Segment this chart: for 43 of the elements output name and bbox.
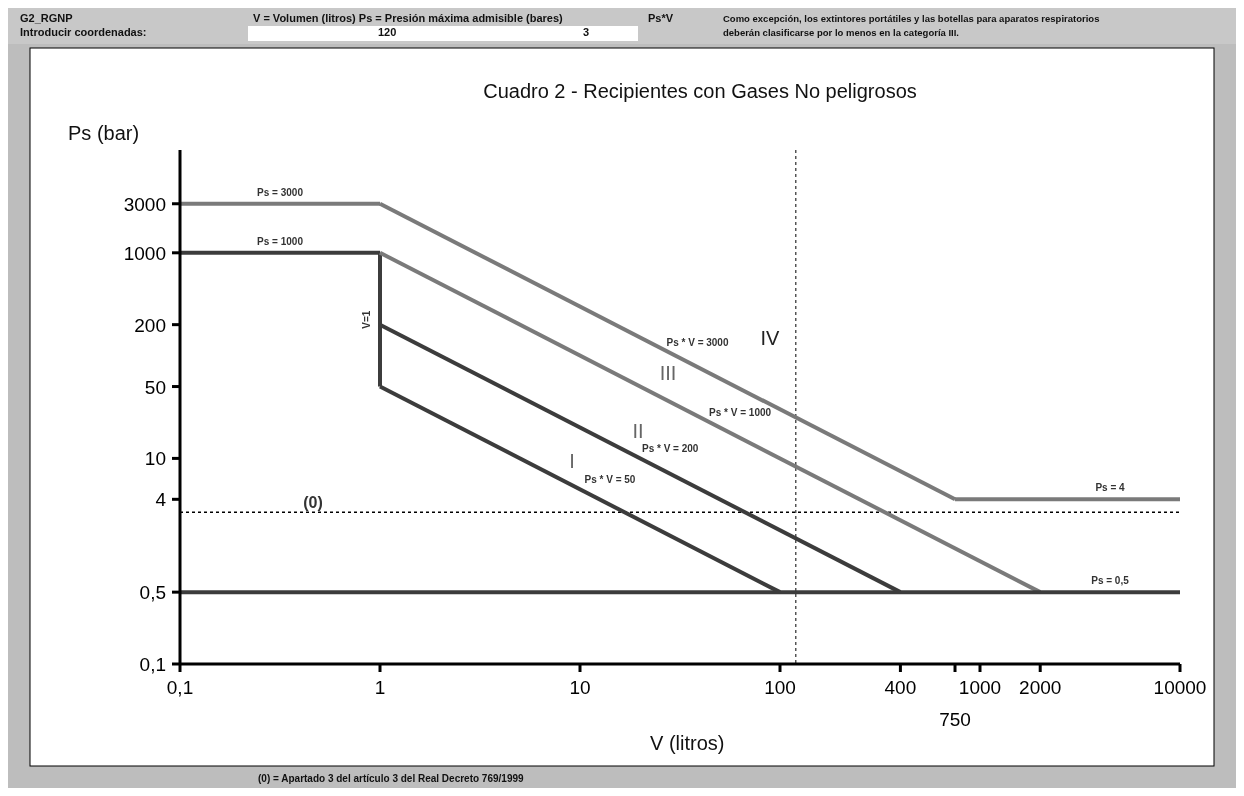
series-label: Ps * V = 50 — [584, 474, 636, 486]
series-label: Ps = 3000 — [257, 186, 304, 198]
series-label: Ps = 1000 — [257, 235, 304, 247]
x-tick-label: 1000 — [958, 677, 1002, 698]
y-axis-title: Ps (bar) — [68, 122, 140, 144]
x-tick-label: 2000 — [1019, 677, 1062, 698]
annotation: IV — [760, 327, 781, 349]
x-tick-label: 0,1 — [166, 677, 194, 698]
series-label: Ps = 4 — [1095, 482, 1126, 494]
annotation: II — [632, 420, 644, 442]
x-tick-label: 100 — [764, 677, 796, 698]
y-tick-label: 50 — [144, 376, 166, 398]
x-axis-title: V (litros) — [650, 732, 725, 754]
y-tick-label: 200 — [134, 314, 166, 336]
x-tick-label: 1 — [374, 677, 386, 698]
series-label: Ps = 0,5 — [1091, 575, 1130, 587]
y-tick-label: 0,5 — [139, 582, 166, 604]
text: 120 — [378, 26, 397, 38]
y-tick-label: 4 — [155, 489, 167, 511]
text: G2_RGNP — [20, 12, 73, 24]
series-label: Ps * V = 3000 — [666, 336, 729, 348]
text: 750 — [939, 709, 971, 730]
text: 3 — [583, 26, 590, 38]
x-tick-label: 10000 — [1153, 677, 1207, 698]
text: (0) = Apartado 3 del artículo 3 del Real Decreto 769/1999 — [258, 773, 525, 784]
text: deberán clasificarse por lo menos en la categoría III. — [723, 27, 960, 38]
annotation: (0) — [303, 494, 323, 512]
annotation: I — [569, 450, 575, 472]
text: Introducir coordenadas: — [20, 26, 147, 38]
x-tick-label: 10 — [569, 677, 591, 698]
x-tick-label: 400 — [884, 677, 917, 698]
y-tick-label: 0,1 — [139, 654, 166, 675]
y-tick-label: 3000 — [123, 193, 166, 215]
annotation: III — [659, 362, 677, 384]
y-tick-label: 1000 — [123, 242, 166, 264]
series-label: Ps * V = 200 — [641, 443, 699, 455]
y-tick-label: 10 — [144, 448, 166, 470]
text: V = Volumen (litros) Ps = Presión máxima admisible (bares) — [253, 12, 564, 24]
text: V=1 — [361, 310, 372, 329]
text: Ps*V — [648, 12, 674, 24]
series-label: Ps * V = 1000 — [709, 407, 772, 419]
text: Como excepción, los extintores portátiles y las botellas para aparatos respiratorios — [723, 13, 1100, 24]
chart-title: Cuadro 2 - Recipientes con Gases No peligrosos — [483, 80, 917, 102]
